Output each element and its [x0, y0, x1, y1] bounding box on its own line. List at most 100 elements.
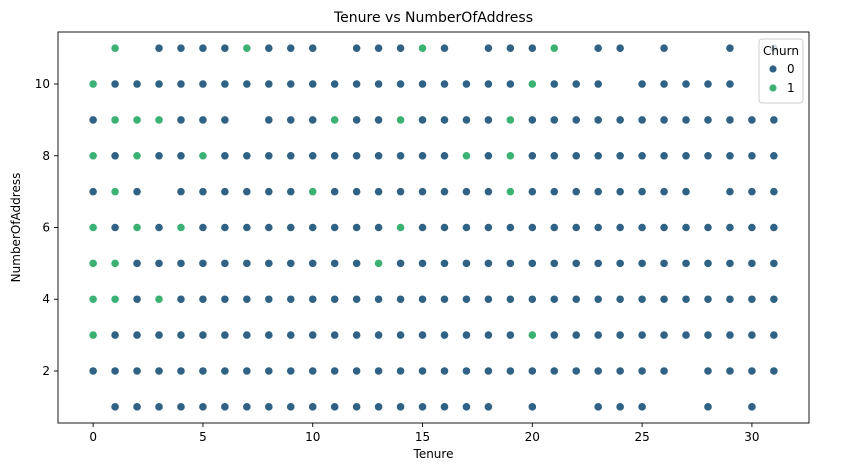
scatter-point-churn-0 — [637, 402, 647, 412]
legend-label-churn-0: 0 — [787, 62, 795, 76]
scatter-point-churn-0 — [549, 222, 559, 233]
scatter-point-churn-0 — [308, 43, 318, 53]
scatter-point-churn-0 — [242, 258, 252, 268]
scatter-point-churn-0 — [330, 294, 340, 304]
scatter-point-churn-0 — [264, 151, 274, 161]
scatter-point-churn-0 — [264, 330, 274, 340]
scatter-point-churn-0 — [659, 330, 669, 340]
scatter-point-churn-0 — [439, 79, 450, 89]
scatter-point-churn-0 — [439, 151, 450, 161]
scatter-point-churn-1 — [505, 115, 515, 125]
scatter-point-churn-0 — [527, 151, 537, 161]
scatter-point-churn-1 — [88, 330, 98, 340]
scatter-point-churn-0 — [352, 294, 362, 304]
scatter-point-churn-0 — [176, 330, 186, 340]
legend: Churn 01 — [758, 38, 804, 104]
scatter-point-churn-0 — [330, 402, 340, 412]
scatter-point-churn-0 — [527, 366, 537, 376]
scatter-point-churn-0 — [373, 43, 384, 53]
scatter-point-churn-0 — [395, 330, 406, 340]
scatter-point-churn-0 — [242, 151, 252, 161]
scatter-point-churn-0 — [198, 330, 208, 340]
scatter-point-churn-0 — [308, 258, 318, 268]
plot-area — [57, 31, 810, 424]
scatter-point-churn-0 — [176, 294, 186, 304]
scatter-point-churn-0 — [264, 258, 274, 268]
scatter-point-churn-0 — [637, 151, 647, 161]
scatter-point-churn-0 — [330, 151, 340, 161]
scatter-point-churn-0 — [725, 294, 735, 304]
scatter-point-churn-0 — [659, 187, 669, 197]
scatter-point-churn-0 — [747, 187, 757, 197]
scatter-point-churn-0 — [483, 402, 493, 412]
scatter-point-churn-0 — [527, 402, 537, 412]
scatter-point-churn-0 — [417, 330, 428, 340]
scatter-point-churn-0 — [483, 366, 493, 376]
scatter-point-churn-1 — [110, 258, 120, 268]
scatter-point-churn-0 — [286, 402, 296, 412]
scatter-point-churn-0 — [483, 115, 493, 125]
scatter-point-churn-0 — [439, 222, 450, 233]
scatter-point-churn-1 — [330, 115, 340, 125]
scatter-point-churn-0 — [615, 366, 625, 376]
scatter-point-churn-0 — [703, 151, 713, 161]
scatter-point-churn-0 — [747, 151, 757, 161]
scatter-point-churn-0 — [769, 187, 779, 197]
scatter-point-churn-0 — [549, 79, 559, 89]
scatter-point-churn-0 — [483, 222, 493, 233]
scatter-point-churn-0 — [417, 366, 428, 376]
scatter-point-churn-0 — [483, 330, 493, 340]
scatter-point-churn-0 — [681, 187, 691, 197]
scatter-point-churn-0 — [681, 258, 691, 268]
scatter-point-churn-0 — [747, 258, 757, 268]
scatter-point-churn-0 — [286, 294, 296, 304]
scatter-point-churn-0 — [154, 222, 164, 233]
scatter-point-churn-0 — [308, 402, 318, 412]
scatter-point-churn-0 — [439, 402, 450, 412]
scatter-point-churn-0 — [220, 187, 230, 197]
scatter-point-churn-0 — [747, 115, 757, 125]
scatter-point-churn-0 — [725, 222, 735, 233]
y-tick-label: 4 — [42, 292, 50, 306]
scatter-point-churn-0 — [461, 294, 472, 304]
scatter-point-churn-0 — [352, 366, 362, 376]
scatter-point-churn-0 — [461, 187, 472, 197]
scatter-point-churn-0 — [571, 222, 581, 233]
scatter-point-churn-0 — [330, 79, 340, 89]
scatter-point-churn-0 — [505, 258, 515, 268]
scatter-point-churn-0 — [264, 222, 274, 233]
scatter-point-churn-0 — [703, 79, 713, 89]
scatter-point-churn-0 — [330, 222, 340, 233]
scatter-point-churn-0 — [286, 187, 296, 197]
scatter-point-churn-0 — [571, 151, 581, 161]
chart-title: Tenure vs NumberOfAddress — [333, 10, 533, 26]
scatter-point-churn-1 — [88, 222, 98, 233]
scatter-point-churn-0 — [681, 294, 691, 304]
scatter-point-churn-0 — [659, 258, 669, 268]
y-tick-label: 6 — [42, 221, 50, 235]
scatter-point-churn-0 — [571, 330, 581, 340]
scatter-point-churn-1 — [132, 151, 142, 161]
scatter-point-churn-0 — [571, 187, 581, 197]
scatter-point-churn-0 — [681, 222, 691, 233]
scatter-point-churn-0 — [220, 115, 230, 125]
scatter-point-churn-0 — [176, 258, 186, 268]
scatter-point-churn-0 — [286, 79, 296, 89]
scatter-point-churn-0 — [242, 222, 252, 233]
scatter-point-churn-0 — [132, 258, 142, 268]
scatter-point-churn-0 — [242, 79, 252, 89]
scatter-point-churn-0 — [373, 330, 384, 340]
scatter-point-churn-0 — [549, 187, 559, 197]
scatter-point-churn-0 — [527, 258, 537, 268]
scatter-point-churn-0 — [461, 79, 472, 89]
scatter-point-churn-0 — [615, 115, 625, 125]
scatter-point-churn-0 — [154, 402, 164, 412]
scatter-point-churn-0 — [703, 258, 713, 268]
scatter-point-churn-0 — [505, 294, 515, 304]
scatter-point-churn-0 — [330, 366, 340, 376]
scatter-point-churn-0 — [527, 222, 537, 233]
scatter-point-churn-1 — [417, 43, 428, 53]
legend-marker-churn-1 — [768, 83, 778, 93]
scatter-point-churn-0 — [725, 330, 735, 340]
